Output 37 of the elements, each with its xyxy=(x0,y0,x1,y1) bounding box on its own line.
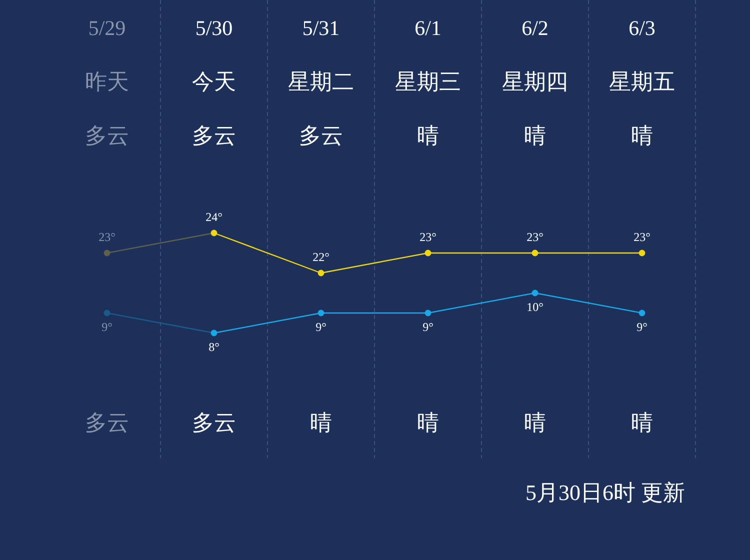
data-label: 8° xyxy=(208,340,220,354)
x-tick-label: 6/3 xyxy=(628,16,656,40)
text: 星期五 xyxy=(609,69,675,94)
text: 多云 xyxy=(299,123,343,148)
data-label: 24° xyxy=(206,210,223,224)
data-label: 9° xyxy=(422,320,434,334)
data-label: 23° xyxy=(98,230,116,244)
text: 多云 xyxy=(85,123,129,148)
x-tick-label: 6/1 xyxy=(414,16,442,40)
text: 多云 xyxy=(192,123,236,148)
data-label: 23° xyxy=(420,230,437,244)
text: 晴 xyxy=(524,410,546,436)
text: 晴 xyxy=(417,410,439,436)
data-label: 23° xyxy=(634,230,651,244)
x-tick-label: 5/31 xyxy=(302,16,340,40)
text: 多云 xyxy=(85,410,129,436)
text: 晴 xyxy=(524,123,546,148)
data-label: 23° xyxy=(526,230,544,244)
x-tick-label: 5/29 xyxy=(88,16,126,40)
text: 晴 xyxy=(631,410,653,436)
text: 晴 xyxy=(310,410,332,436)
data-label: 9° xyxy=(316,320,327,334)
x-tick-label: 5/30 xyxy=(195,16,233,40)
text: 星期四 xyxy=(502,69,568,94)
text: 星期二 xyxy=(288,69,354,94)
data-label: 9° xyxy=(636,320,648,334)
text: 星期三 xyxy=(395,69,461,94)
x-tick-label: 6/2 xyxy=(522,16,548,40)
text: 今天 xyxy=(192,69,236,94)
text: 5月30日6时 更新 xyxy=(526,480,685,506)
data-label: 22° xyxy=(312,250,330,264)
data-label: 9° xyxy=(102,320,113,334)
text: 晴 xyxy=(417,123,439,148)
text: 多云 xyxy=(192,410,236,436)
text: 晴 xyxy=(631,123,653,148)
data-label: 10° xyxy=(526,300,544,314)
text: 昨天 xyxy=(85,69,129,94)
